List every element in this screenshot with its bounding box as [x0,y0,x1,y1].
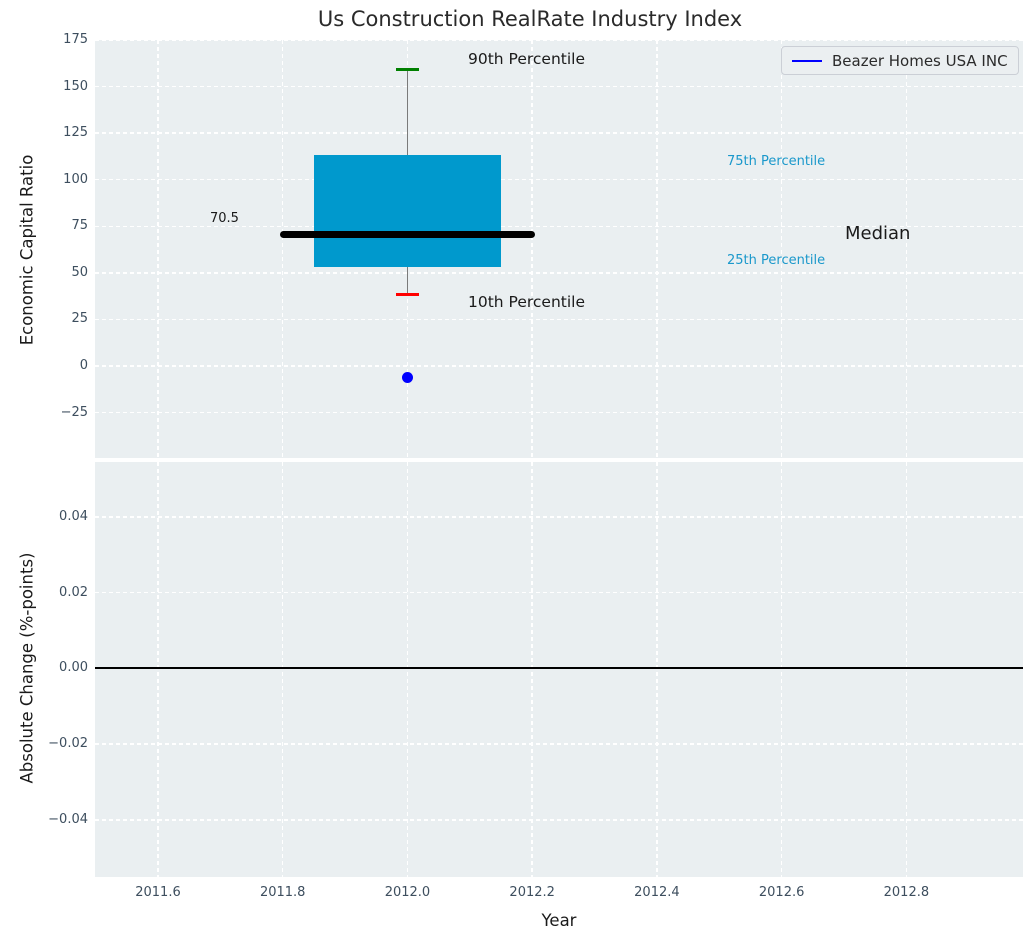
p90-cap [396,68,419,72]
x-gridline [905,462,908,877]
zero-line [95,667,1023,670]
p25-label: 25th Percentile [727,253,826,268]
x-gridline [157,462,159,877]
y-gridline [95,132,1023,134]
x-tick-label: 2012.4 [634,885,680,900]
x-gridline [905,40,908,458]
y-tick-label: 175 [63,32,88,47]
y-tick-label: −0.02 [48,736,88,752]
x-gridline [656,40,658,458]
x-gridline [531,40,533,458]
y-tick-label: 150 [63,78,88,94]
y-gridline [95,411,1023,414]
bottom-plot-area [95,462,1023,877]
y-gridline [95,225,1023,228]
y-gridline [95,318,1023,321]
x-tick-label: 2012.2 [509,885,555,900]
x-axis-label: Year [541,911,577,930]
x-tick-label: 2012.0 [384,885,431,900]
y-tick-label: −25 [60,404,88,420]
y-gridline [95,743,1023,745]
y-tick-label: −0.04 [48,811,88,827]
p75-label: 75th Percentile [727,154,826,169]
y-gridline [95,85,1023,88]
y-gridline [95,40,1023,41]
legend-line-swatch [792,59,822,62]
top-plot-area [95,40,1023,458]
p90-label: 90th Percentile [468,50,586,68]
x-gridline [780,40,783,458]
x-gridline [656,462,658,877]
legend-label: Beazer Homes USA INC [832,51,1008,70]
y-gridline [95,272,1023,274]
y-tick-label: 0.00 [59,660,88,676]
median-label: Median [845,223,911,244]
x-tick-label: 2011.8 [259,885,306,900]
x-gridline [281,462,284,877]
x-gridline [281,40,284,458]
company-data-point [401,372,413,384]
y-tick-label: 100 [63,171,88,187]
x-gridline [531,462,533,877]
x-tick-label: 2011.6 [135,885,181,900]
y-gridline [95,365,1023,367]
y-tick-label: 0 [79,357,88,373]
p10-label: 10th Percentile [468,293,586,311]
y-gridline [95,819,1023,821]
p10-cap [396,292,419,296]
y-gridline [95,516,1023,518]
y-gridline [95,591,1023,594]
legend: Beazer Homes USA INC [781,46,1019,75]
x-gridline [780,462,783,877]
y-tick-label: 50 [71,264,88,280]
y-gridline [95,178,1023,181]
y-tick-label: 0.04 [59,508,88,524]
median-line [279,231,536,239]
chart-title: Us Construction RealRate Industry Index [317,7,743,31]
median-value-label: 70.5 [210,211,239,226]
y-tick-label: 75 [71,218,88,234]
y-tick-label: 0.02 [59,584,88,600]
y-tick-label: 25 [71,311,88,327]
iqr-box [313,155,501,268]
x-gridline [406,462,409,877]
y-tick-label: 125 [63,125,88,141]
x-tick-label: 2012.8 [883,885,930,900]
x-tick-label: 2012.6 [758,885,805,900]
x-gridline [157,40,159,458]
